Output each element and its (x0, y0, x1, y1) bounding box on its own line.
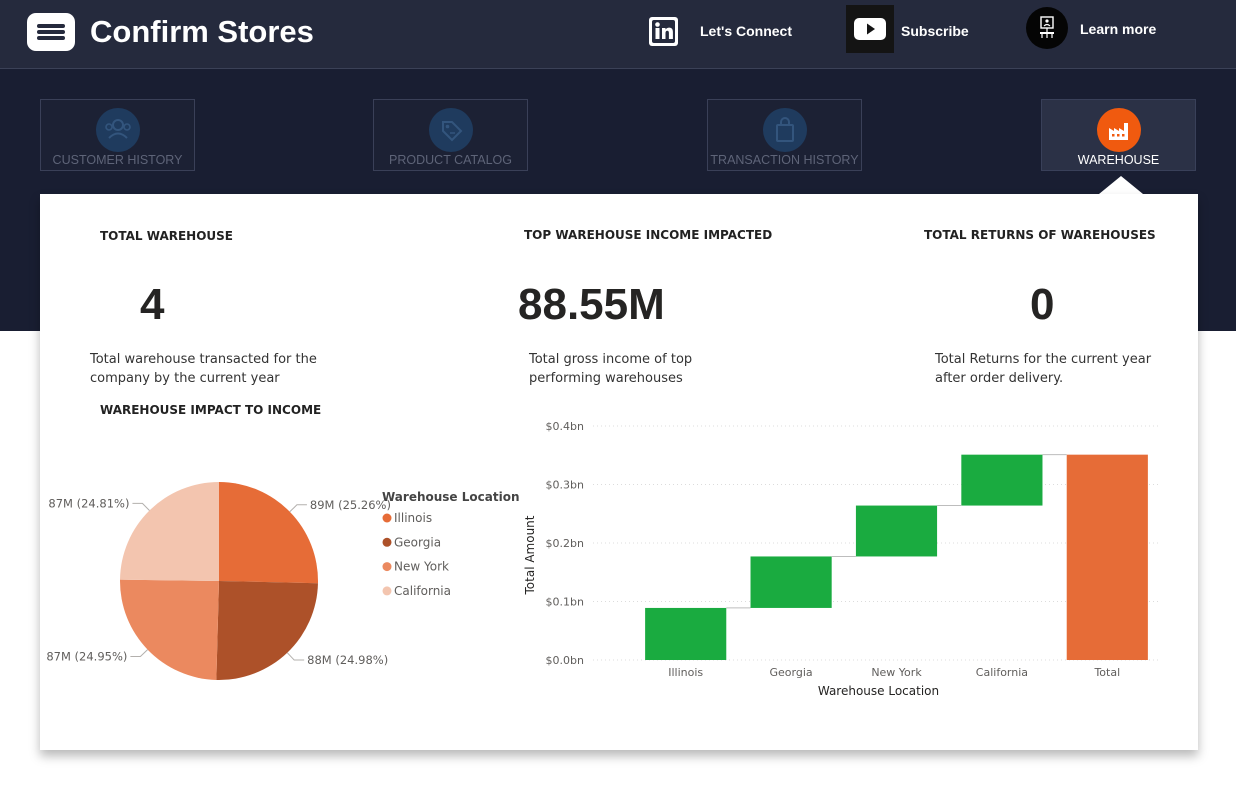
waterfall-chart: $0.0bn $0.1bn $0.2bn $0.3bn $0.4bn Illinois Ge… (523, 420, 1160, 698)
pie-slice (120, 482, 219, 581)
legend-marker (382, 537, 392, 547)
y-tick-label: $0.3bn (546, 479, 584, 492)
y-tick-label: $0.1bn (546, 596, 584, 609)
kpi-title-total-returns: TOTAL RETURNS OF WAREHOUSES (924, 228, 1156, 242)
subscribe-label: Subscribe (901, 23, 969, 39)
x-tick-label: Georgia (770, 666, 813, 679)
x-tick-label: New York (871, 666, 922, 679)
tab-warehouse[interactable]: WAREHOUSE (1041, 99, 1196, 171)
waterfall-bar (750, 556, 832, 608)
presenter-icon (1026, 7, 1068, 49)
learn-more-label: Learn more (1080, 21, 1157, 37)
x-tick-label: Illinois (668, 666, 703, 679)
lets-connect-link[interactable]: Let's Connect (648, 0, 808, 68)
kpi-title-total-warehouse: TOTAL WAREHOUSE (100, 229, 234, 243)
waterfall-total-bar (1066, 454, 1148, 660)
y-tick-label: $0.4bn (546, 420, 584, 433)
tab-label: CUSTOMER HISTORY (52, 153, 183, 167)
tab-product-catalog[interactable]: PRODUCT CATALOG (373, 99, 528, 171)
learn-more-link[interactable]: Learn more (1026, 0, 1176, 68)
pie-data-label: 88M (24.98%) (307, 653, 388, 667)
y-tick-label: $0.0bn (546, 654, 584, 667)
pie-chart: 89M (25.26%) 88M (24.98%) 87M (24.95%) 87M … (46, 482, 520, 680)
waterfall-bar (855, 505, 938, 557)
waterfall-bar (961, 454, 1043, 506)
tab-label: PRODUCT CATALOG (389, 153, 512, 167)
pie-chart-title: WAREHOUSE IMPACT TO INCOME (100, 403, 322, 417)
linkedin-icon (649, 17, 678, 46)
pie-data-label: 89M (25.26%) (310, 498, 391, 512)
tab-label: TRANSACTION HISTORY (710, 153, 859, 167)
menu-line-icon (37, 30, 65, 34)
menu-line-icon (37, 36, 65, 40)
shopping-bag-icon (763, 108, 807, 152)
pie-slice (120, 579, 219, 680)
tab-transaction-history[interactable]: TRANSACTION HISTORY (707, 99, 862, 171)
subscribe-link[interactable]: Subscribe (846, 0, 986, 68)
youtube-icon (846, 5, 894, 53)
tag-icon (429, 108, 473, 152)
pie-leader-line (286, 652, 305, 661)
menu-line-icon (37, 24, 65, 28)
customers-icon (96, 108, 140, 152)
legend-marker (382, 562, 392, 572)
kpi-value-total-returns: 0 (1030, 280, 1055, 329)
waterfall-bar (645, 607, 727, 660)
kpi-title-top-income: TOP WAREHOUSE INCOME IMPACTED (524, 228, 773, 242)
pie-data-label: 87M (24.95%) (46, 650, 127, 664)
warehouse-panel: TOTAL WAREHOUSE 4 Total warehouse transa… (40, 194, 1198, 750)
top-bar: Confirm Stores Let's Connect Subscribe (0, 0, 1236, 69)
legend-title: Warehouse Location (382, 490, 520, 504)
hamburger-menu-button[interactable] (27, 13, 75, 51)
legend-item-label: New York (394, 560, 449, 574)
y-axis-title: Total Amount (523, 515, 537, 595)
app-title: Confirm Stores (90, 14, 314, 49)
legend-item-label: Georgia (394, 535, 441, 549)
kpi-value-total-warehouse: 4 (140, 280, 165, 329)
pie-leader-line (132, 502, 150, 511)
kpi-value-top-income: 88.55M (518, 280, 665, 329)
active-tab-pointer (1099, 176, 1143, 194)
pie-leader-line (130, 649, 148, 658)
x-axis-title: Warehouse Location (818, 684, 939, 698)
tab-customer-history[interactable]: CUSTOMER HISTORY (40, 99, 195, 171)
kpi-description: Total warehouse transacted for the compa… (90, 352, 317, 386)
pie-data-label: 87M (24.81%) (48, 496, 129, 510)
x-tick-label: California (976, 666, 1028, 679)
factory-icon (1097, 108, 1141, 152)
legend-item-label: Illinois (394, 511, 432, 525)
legend-marker (382, 586, 392, 596)
tab-label: WAREHOUSE (1077, 153, 1160, 167)
kpi-description: Total gross income of top performing war… (529, 352, 693, 386)
lets-connect-label: Let's Connect (700, 23, 793, 39)
y-tick-label: $0.2bn (546, 537, 584, 550)
legend-item-label: California (394, 584, 451, 598)
kpi-description: Total Returns for the current year after… (935, 352, 1152, 386)
pie-slice (219, 482, 318, 584)
pie-leader-line (289, 504, 307, 513)
pie-slice (216, 581, 318, 680)
legend-marker (382, 513, 392, 523)
x-tick-label: Total (1093, 666, 1120, 679)
